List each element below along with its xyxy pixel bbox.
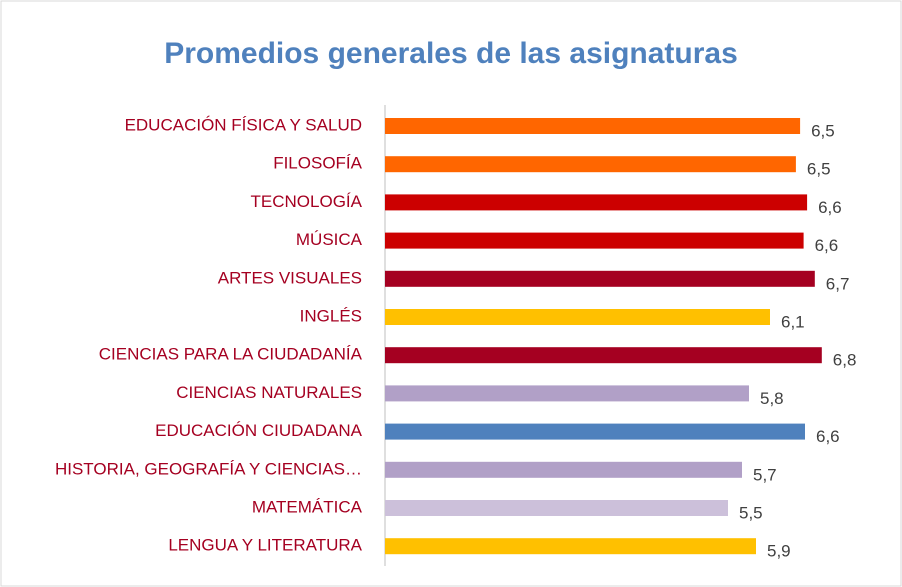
category-label: CIENCIAS NATURALES bbox=[176, 383, 362, 402]
category-label: TECNOLOGÍA bbox=[251, 192, 363, 211]
bar bbox=[385, 347, 822, 364]
bar bbox=[385, 500, 728, 516]
bar bbox=[385, 270, 815, 287]
category-label: HISTORIA, GEOGRAFÍA Y CIENCIAS… bbox=[55, 459, 362, 478]
category-label: FILOSOFÍA bbox=[273, 154, 362, 173]
value-label: 6,6 bbox=[816, 427, 840, 446]
bar bbox=[385, 385, 749, 402]
bar bbox=[385, 538, 756, 555]
bar bbox=[385, 423, 805, 440]
value-label: 6,7 bbox=[826, 274, 850, 293]
value-label: 6,6 bbox=[815, 236, 839, 255]
bar bbox=[385, 194, 808, 211]
category-label: ARTES VISUALES bbox=[218, 268, 362, 287]
chart-title: Promedios generales de las asignaturas bbox=[164, 37, 738, 70]
category-label: LENGUA Y LITERATURA bbox=[168, 536, 362, 555]
value-label: 5,9 bbox=[767, 542, 791, 561]
category-label: EDUCACIÓN FÍSICA Y SALUD bbox=[125, 115, 362, 134]
bar bbox=[385, 156, 796, 173]
value-label: 6,6 bbox=[818, 198, 842, 217]
category-label: MATEMÁTICA bbox=[252, 497, 363, 516]
bar bbox=[385, 309, 770, 325]
value-label: 6,1 bbox=[781, 312, 805, 331]
value-label: 6,8 bbox=[833, 351, 857, 370]
value-label: 5,7 bbox=[753, 465, 777, 484]
category-label: EDUCACIÓN CIUDADANA bbox=[155, 421, 363, 440]
category-label: MÚSICA bbox=[296, 230, 363, 249]
value-label: 6,5 bbox=[807, 160, 831, 179]
bar bbox=[385, 232, 804, 249]
bar bbox=[385, 461, 742, 478]
category-label: INGLÉS bbox=[300, 306, 362, 325]
category-label: CIENCIAS PARA LA CIUDADANÍA bbox=[99, 345, 363, 364]
value-label: 6,5 bbox=[811, 121, 835, 140]
value-label: 5,8 bbox=[760, 389, 784, 408]
value-label: 5,5 bbox=[739, 503, 763, 522]
bar bbox=[385, 118, 801, 134]
